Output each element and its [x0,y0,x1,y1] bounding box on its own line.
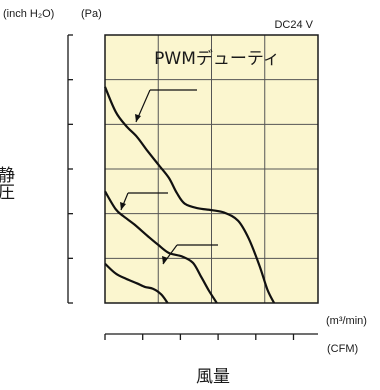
curve-60pct [104,190,218,304]
curve-label-arrowhead [162,256,168,264]
y-unit-inh2o: (inch H₂O) [3,8,54,20]
curve-100pct [103,86,276,304]
dc-voltage-annotation: DC24 V [274,19,313,31]
curve-30pct [104,262,169,304]
curves [103,86,276,304]
x-unit-cfm: (CFM) [327,343,358,355]
y-axis-label: 静圧 [0,166,15,200]
x-unit-m3min: (m³/min) [326,315,367,327]
curve-label-arrowhead [135,114,141,122]
plot-frame [104,34,319,304]
grid [105,35,318,303]
y-unit-pa: (Pa) [81,8,102,20]
pwm-duty-legend-title: PWMデューティ [154,48,280,69]
axes [67,34,319,340]
curve-label-arrowhead [120,202,126,210]
x-axis-label: 風量 [196,367,230,387]
